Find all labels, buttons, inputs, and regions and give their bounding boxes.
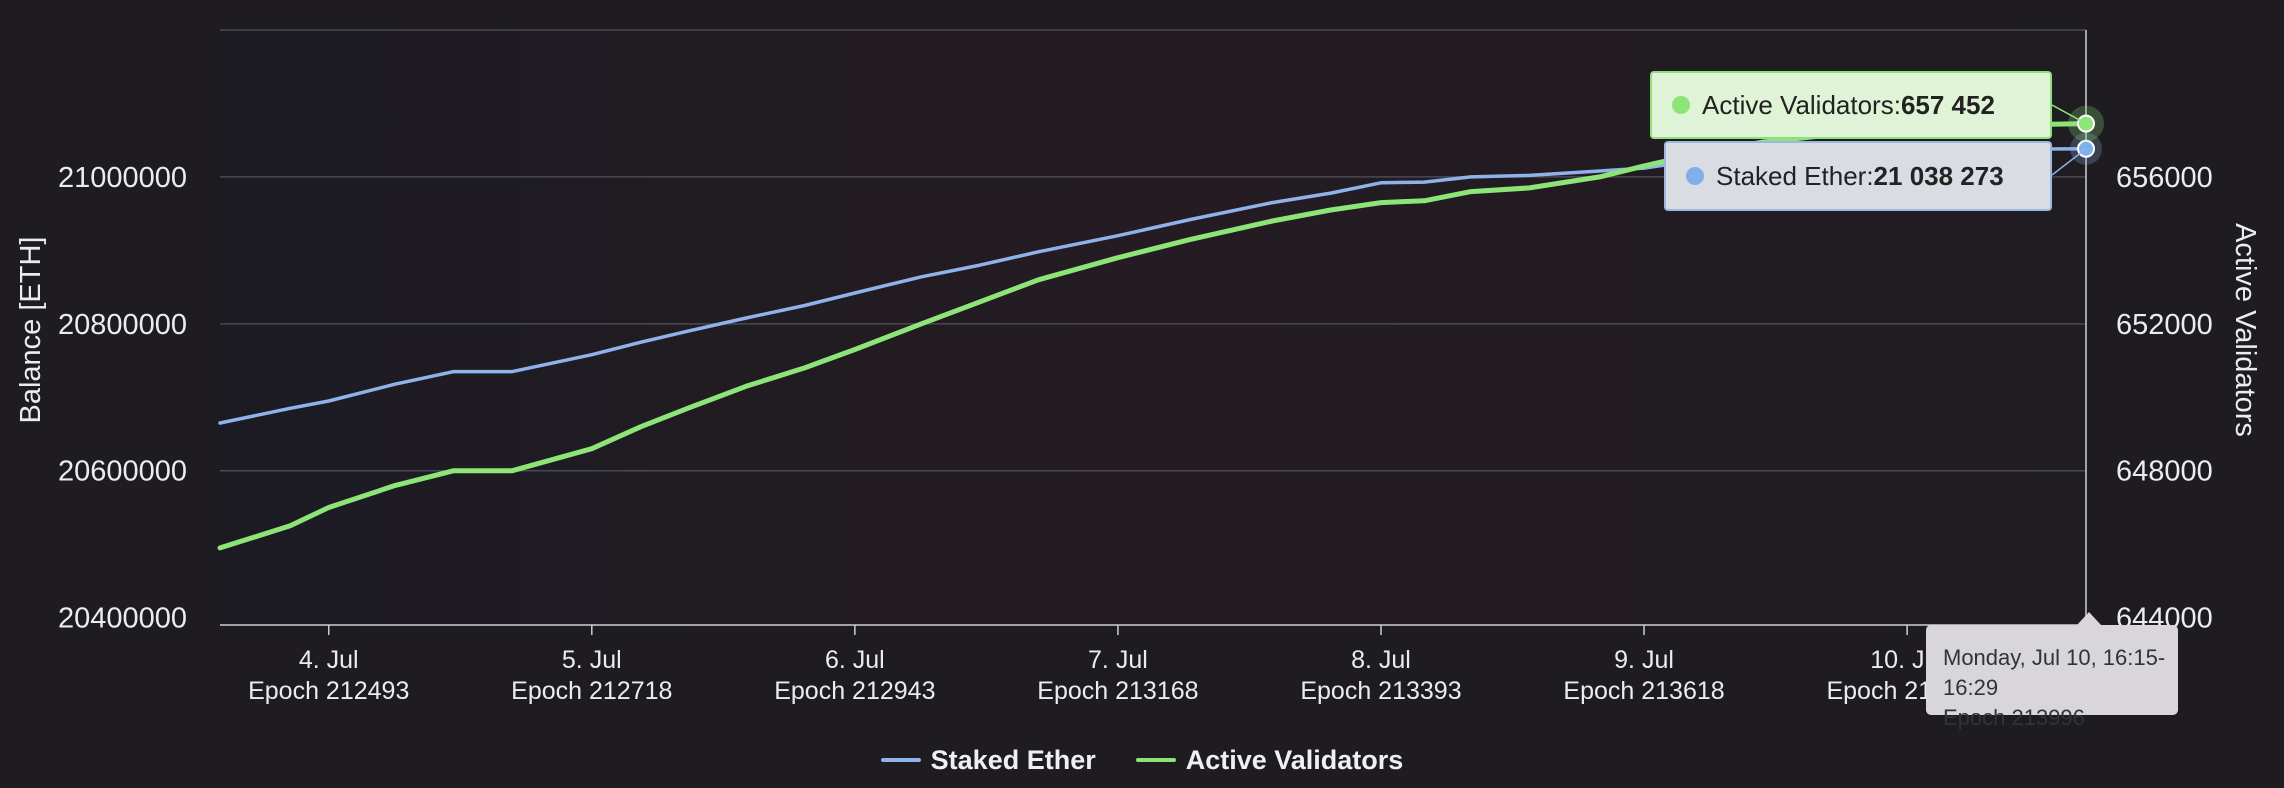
x-tick-day-label: 5. Jul xyxy=(562,646,622,674)
legend-label-active-validators: Active Validators xyxy=(1185,744,1404,775)
x-tick-day-label: 6. Jul xyxy=(825,646,885,674)
tooltip-active-label: Active Validators: xyxy=(1702,89,1901,120)
legend-item-active-validators[interactable]: Active Validators xyxy=(1135,744,1404,776)
x-tick-day-label: 8. Jul xyxy=(1351,646,1411,674)
x-tick-epoch-label: Epoch 212943 xyxy=(774,677,935,705)
tooltip-date-line: Monday, Jul 10, 16:15-16:29 xyxy=(1943,645,2166,700)
staked-ether-connector xyxy=(2051,148,2087,176)
tooltip-active-validators: Active Validators: 657 452 xyxy=(1650,71,2052,139)
legend-swatch-staked-ether xyxy=(880,758,921,762)
x-tick-epoch-label: Epoch 213393 xyxy=(1300,677,1461,705)
y-right-tick-label: 656000 xyxy=(2116,162,2213,194)
x-tick-day-label: 4. Jul xyxy=(299,646,359,674)
tooltip-arrow xyxy=(2077,612,2101,625)
x-tick-epoch-label: Epoch 212718 xyxy=(511,677,672,705)
legend-swatch-active-validators xyxy=(1135,758,1176,762)
staked-ether-dot-icon xyxy=(1686,167,1704,185)
x-tick-epoch-label: Epoch 213618 xyxy=(1563,677,1724,705)
tooltip-date: Monday, Jul 10, 16:15-16:29 Epoch 213996 xyxy=(1926,625,2178,730)
y-right-tick-label: 648000 xyxy=(2116,456,2213,488)
y-left-tick-label: 20400000 xyxy=(58,603,187,635)
x-tick-epoch-label: Epoch 213168 xyxy=(1037,677,1198,705)
hover-markers xyxy=(2051,104,2104,176)
x-tick-day-label: 7. Jul xyxy=(1088,646,1148,674)
legend: Staked Ether Active Validators xyxy=(0,740,2284,780)
tooltip-epoch-line: Epoch 213996 xyxy=(1943,705,2085,730)
left-axis-ticks: 20400000 20600000 20800000 21000000 xyxy=(58,162,187,635)
y-axis-left-label: Balance [ETH] xyxy=(15,237,47,424)
y-right-tick-label: 652000 xyxy=(2116,309,2213,341)
tooltip-staked-ether: Staked Ether: 21 038 273 xyxy=(1664,141,2052,211)
y-left-tick-label: 20600000 xyxy=(58,456,187,488)
y-left-tick-label: 20800000 xyxy=(58,309,187,341)
y-axis-right-label: Active Validators xyxy=(2229,223,2261,437)
tooltip-active-value: 657 452 xyxy=(1900,89,1995,120)
active-validators-connector xyxy=(2051,104,2087,125)
y-left-tick-label: 21000000 xyxy=(58,162,187,194)
grid-lines xyxy=(220,29,2086,472)
x-axis: 4. Jul Epoch 212493 5. Jul Epoch 212718 6. J… xyxy=(220,624,2086,705)
legend-item-staked-ether[interactable]: Staked Ether xyxy=(880,744,1096,776)
tooltip-staked-label: Staked Ether: xyxy=(1716,160,1874,191)
active-validators-dot-icon xyxy=(1672,96,1690,114)
tooltip-staked-value: 21 038 273 xyxy=(1873,160,2004,191)
legend-label-staked-ether: Staked Ether xyxy=(930,744,1096,775)
x-tick-day-label: 9. Jul xyxy=(1614,646,1674,674)
x-tick-epoch-label: Epoch 212493 xyxy=(248,677,409,705)
